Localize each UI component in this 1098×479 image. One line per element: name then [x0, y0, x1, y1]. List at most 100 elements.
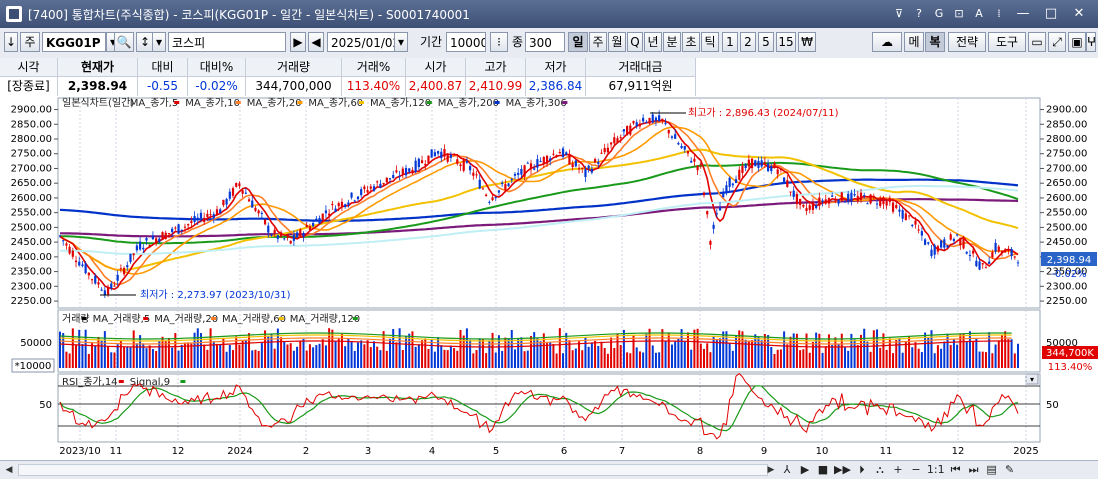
date-dropdown-icon[interactable]: ▾ — [394, 32, 408, 52]
maximize-button[interactable]: □ — [1044, 6, 1058, 21]
volume-bar — [952, 338, 955, 368]
volume-bar — [107, 345, 110, 368]
g-icon[interactable]: G — [934, 7, 944, 20]
table-icon[interactable]: ▤ — [986, 463, 997, 476]
settings-icon[interactable]: ⵖ — [1086, 32, 1096, 52]
interval-month[interactable]: 월 — [608, 32, 626, 52]
dropdown-icon[interactable]: ⊽ — [894, 7, 904, 20]
candle-body — [71, 250, 74, 257]
volume-bar — [834, 337, 837, 368]
scroll-right-icon[interactable]: ▶ — [767, 465, 775, 475]
x-tick: 12 — [172, 446, 185, 457]
y-tick-right: 2600.00 — [1046, 193, 1087, 204]
candle-body — [962, 238, 965, 249]
market-type-button[interactable]: 주 — [20, 32, 40, 52]
candle-body — [786, 180, 789, 187]
interval-second[interactable]: 초 — [682, 32, 700, 52]
y-tick-right: 2300.00 — [1046, 281, 1087, 292]
export-icon[interactable]: ⤢ — [1048, 32, 1066, 52]
volume-bar — [273, 348, 276, 368]
help-icon[interactable]: ? — [916, 7, 922, 20]
volume-bar — [642, 352, 645, 368]
code-input[interactable]: KGG01P — [42, 32, 106, 52]
candle-body — [683, 146, 686, 150]
minimize-button[interactable]: — — [1016, 6, 1030, 21]
memo-button[interactable]: 메 — [904, 32, 924, 52]
interval-year[interactable]: 년 — [644, 32, 662, 52]
edit-icon[interactable]: ✎ — [1005, 463, 1015, 476]
volume-bar — [395, 342, 398, 368]
interval-1[interactable]: 1 — [722, 32, 738, 52]
volume-bar — [584, 337, 587, 368]
volume-bar — [132, 330, 135, 368]
volume-bar — [686, 332, 689, 368]
candle-body — [664, 123, 667, 125]
folder-icon[interactable]: ▭ — [1028, 32, 1046, 52]
interval-day[interactable]: 일 — [568, 32, 588, 52]
replica-button[interactable]: 복 — [925, 32, 945, 52]
next-button[interactable]: ▶ — [290, 32, 306, 52]
interval-5[interactable]: 5 — [758, 32, 774, 52]
tools-button[interactable]: 도구 — [988, 32, 1026, 52]
y-tick-right: 2900.00 — [1046, 105, 1087, 116]
candle-body — [267, 225, 270, 233]
period-spin-icon[interactable]: ⁝ — [490, 32, 508, 52]
volume-bar — [869, 351, 872, 368]
prev-button[interactable]: ◀ — [308, 32, 324, 52]
candle-body — [802, 204, 805, 207]
volume-bar — [203, 344, 206, 368]
quote-volume: 344,700,000 — [255, 79, 332, 93]
interval-quarter[interactable]: Q — [627, 32, 643, 52]
volume-bar — [151, 349, 154, 368]
interval-2[interactable]: 2 — [740, 32, 756, 52]
tool-play-icon[interactable]: ▶ — [800, 463, 810, 476]
screen-icon[interactable]: ⊡ — [954, 7, 964, 20]
down-arrow-button[interactable]: ↓ — [4, 32, 18, 52]
candle-body — [427, 155, 430, 164]
candle-body — [523, 165, 526, 177]
tool-fast-forward-icon[interactable]: ▶▶ — [834, 463, 851, 476]
zoom-reset-button[interactable]: 1:1 — [926, 463, 945, 476]
scroll-left-icon[interactable]: ◀ — [5, 465, 13, 475]
volume-ma-line — [59, 337, 1012, 345]
list-dropdown-icon[interactable]: ▾ — [152, 32, 166, 52]
candle-body — [545, 155, 549, 164]
tool-zoom-icon[interactable]: ⅄ — [783, 463, 791, 476]
cloud-icon[interactable]: ☁ — [872, 32, 902, 52]
go-first-icon[interactable]: ⏮ — [950, 463, 961, 476]
volume-bar — [97, 336, 100, 368]
main-panel[interactable] — [57, 97, 1041, 309]
last-price-tag — [1041, 252, 1097, 266]
period-input[interactable]: 10000 — [446, 32, 486, 52]
count-input[interactable]: 300 — [525, 32, 565, 52]
tool-stop-icon[interactable]: ■ — [817, 463, 829, 476]
close-button[interactable]: ✕ — [1073, 6, 1085, 21]
volume-bar — [478, 338, 481, 368]
volume-bar — [786, 344, 789, 368]
chart-area[interactable]: ▾ 일본식차트(일간) MA_종가,5 MA_종가,10 MA_종가,20 MA_종가,… — [0, 96, 1098, 460]
more-icon[interactable]: ⁞ — [997, 7, 1001, 20]
candle-body — [536, 159, 539, 168]
strategy-button[interactable]: 전략 — [948, 32, 986, 52]
candle-body — [975, 260, 978, 267]
horizontal-scrollbar[interactable] — [18, 464, 768, 476]
volume-bar — [670, 344, 673, 368]
go-last-icon[interactable]: ⏭ — [968, 463, 979, 476]
tool-pattern-icon[interactable]: ⛬ — [876, 463, 884, 476]
tool-step-icon[interactable]: ⏵ — [859, 463, 865, 476]
interval-week[interactable]: 주 — [589, 32, 607, 52]
legend-swatch — [297, 101, 303, 104]
interval-tick[interactable]: 틱 — [701, 32, 719, 52]
save-icon[interactable]: ▣ — [1068, 32, 1086, 52]
interval-15[interactable]: 15 — [776, 32, 796, 52]
zoom-in-icon[interactable]: + — [893, 463, 903, 476]
zoom-out-icon[interactable]: − — [911, 463, 921, 476]
rsi-legend: RSI_종가,14 Signal,9 — [62, 376, 186, 388]
font-icon[interactable]: A — [975, 7, 983, 20]
interval-minute[interactable]: 분 — [663, 32, 681, 52]
volume-bar — [158, 341, 161, 368]
currency-button[interactable]: ₩ — [798, 32, 816, 52]
search-icon[interactable]: 🔍 — [114, 32, 134, 52]
date-input[interactable]: 2025/01/02 — [327, 32, 395, 52]
rsi-panel[interactable] — [57, 373, 1041, 443]
